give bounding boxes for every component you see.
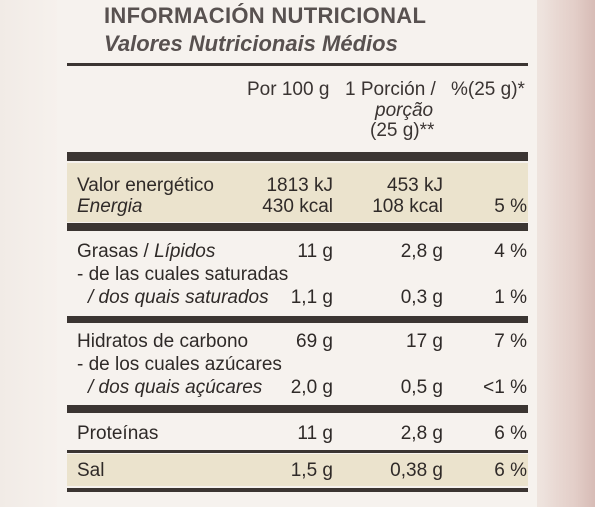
energy-percent: 5 % [494, 196, 527, 217]
sugars-label: - de los cuales azúcares [77, 354, 282, 375]
fat-label-text: Grasas / Lípidos [77, 241, 215, 262]
fat-label-pt: Lípidos [148, 241, 216, 262]
header-rule [67, 152, 528, 161]
separator [67, 450, 528, 453]
label-subtitle: Valores Nutricionais Médios [104, 31, 398, 56]
header-portion: 1 Porción / [345, 79, 436, 100]
sugars-per-100g: 2,0 g [290, 377, 333, 398]
separator [67, 405, 528, 413]
fat-per-100g: 11 g [297, 241, 333, 262]
sugars-portion: 0,5 g [400, 377, 443, 398]
salt-percent: 6 % [494, 460, 527, 481]
protein-label: Proteínas [77, 423, 159, 444]
header-portion-grams: (25 g)** [370, 120, 435, 141]
nutrition-label [57, 0, 537, 507]
sugars-label-pt: / dos quais açúcares [88, 377, 263, 398]
energy-kj-portion: 453 kJ [387, 175, 443, 196]
top-rule [67, 63, 528, 66]
fat-percent: 4 % [494, 241, 527, 262]
carbs-per-100g: 69 g [296, 331, 333, 352]
fat-label: Grasas / Lípidos [77, 241, 215, 263]
energy-kcal-100g: 430 kcal [262, 196, 333, 217]
label-title: INFORMACIÓN NUTRICIONAL [104, 3, 427, 28]
sugars-percent: <1 % [483, 377, 527, 398]
carbs-label: Hidratos de carbono [77, 331, 249, 352]
energy-label-pt: Energia [77, 196, 143, 217]
energy-kj-100g: 1813 kJ [266, 175, 333, 196]
saturated-label: - de las cuales saturadas [77, 264, 289, 285]
bottom-rule [67, 488, 528, 492]
saturated-per-100g: 1,1 g [290, 287, 333, 308]
salt-label: Sal [77, 460, 105, 481]
carbs-portion: 17 g [406, 331, 443, 352]
carbs-percent: 7 % [494, 331, 527, 352]
header-percent: %(25 g)* [451, 79, 525, 100]
saturated-portion: 0,3 g [400, 287, 443, 308]
package-edge [543, 0, 595, 507]
salt-portion: 0,38 g [390, 460, 443, 481]
header-portion-pt: porção [375, 100, 434, 121]
protein-percent: 6 % [494, 423, 527, 444]
separator [67, 316, 528, 323]
energy-kcal-portion: 108 kcal [372, 196, 443, 217]
fat-portion: 2,8 g [400, 241, 443, 262]
energy-band [67, 163, 528, 222]
saturated-label-pt: / dos quais saturados [88, 287, 269, 308]
fat-label-es: Grasas / [77, 241, 149, 262]
salt-band [67, 454, 528, 486]
energy-label: Valor energético [77, 175, 214, 196]
salt-per-100g: 1,5 g [290, 460, 333, 481]
saturated-percent: 1 % [494, 287, 527, 308]
header-per-100g: Por 100 g [247, 79, 330, 100]
protein-portion: 2,8 g [400, 423, 443, 444]
separator [67, 223, 528, 231]
protein-per-100g: 11 g [297, 423, 333, 444]
